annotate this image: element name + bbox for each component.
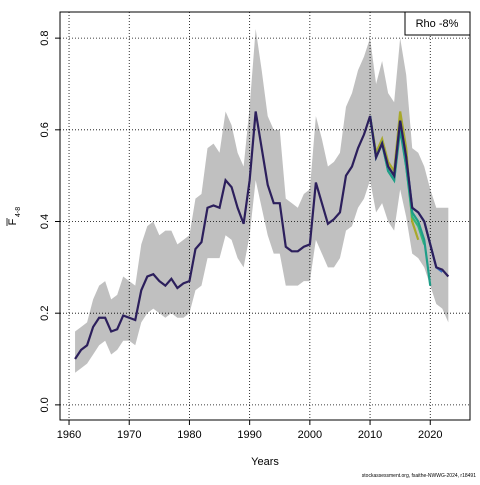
plot-frame <box>59 11 471 421</box>
y-tick-label: 0.4 <box>39 214 51 229</box>
x-tick-label: 2000 <box>298 429 322 441</box>
annotation-box <box>404 11 471 36</box>
x-axis-label: Years <box>251 456 279 468</box>
x-tick-label: 2020 <box>418 429 442 441</box>
y-axis-label-sub: 4-8 <box>15 207 22 217</box>
x-tick-label: 1990 <box>237 429 261 441</box>
y-axis-label-main: F <box>7 218 19 225</box>
footer: stockassessment.org, fsaithe-NWWG-2024, … <box>362 473 476 479</box>
x-tick-label: 1980 <box>177 429 201 441</box>
confidence-band <box>75 28 449 373</box>
x-tick-label: 2010 <box>358 429 382 441</box>
y-tick-label: 0.8 <box>39 30 51 45</box>
x-tick-label: 1970 <box>117 429 141 441</box>
y-tick-label: 0.2 <box>39 306 51 321</box>
x-tick-label: 1960 <box>57 429 81 441</box>
series-line <box>74 111 450 360</box>
y-tick-label: 0.0 <box>39 397 51 412</box>
y-tick-label: 0.6 <box>39 122 51 137</box>
y-axis-label: F 4-8 <box>6 207 22 226</box>
annotation: Rho -8% <box>416 18 459 30</box>
